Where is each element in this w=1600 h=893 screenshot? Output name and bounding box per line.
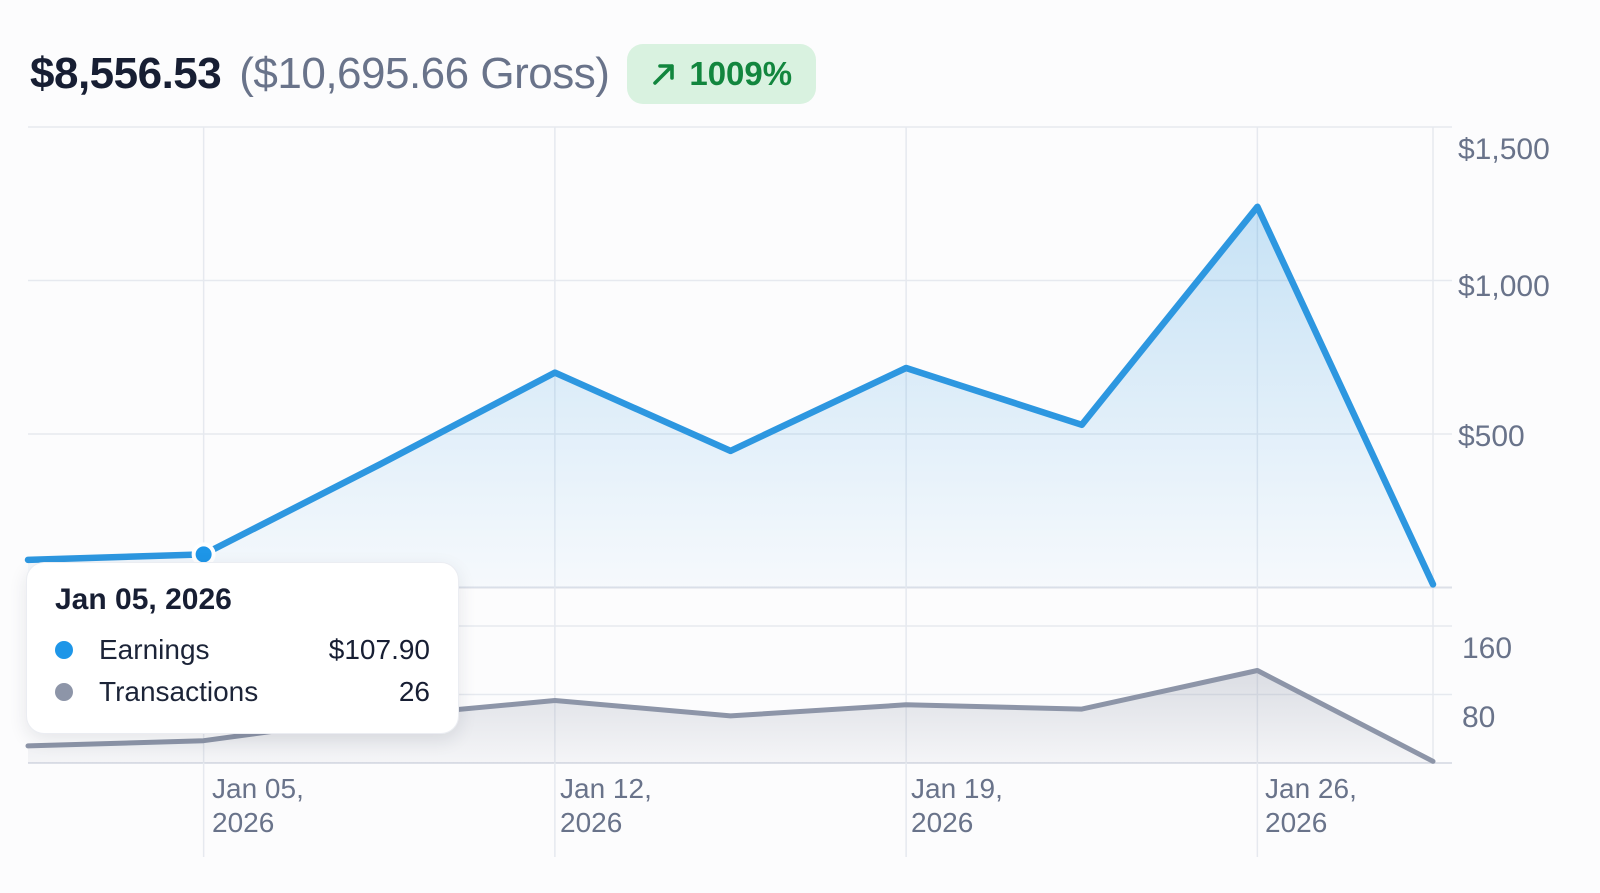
x-axis-label-jan26: Jan 26, 2026	[1265, 772, 1357, 840]
earnings-dot-icon	[55, 641, 73, 659]
arrow-up-right-icon	[653, 64, 675, 85]
y-axis-label-500: $500	[1458, 420, 1525, 453]
x-label-line2: 2026	[212, 807, 275, 838]
x-label-line2: 2026	[911, 807, 974, 838]
tooltip-date: Jan 05, 2026	[55, 583, 232, 616]
tooltip-row-transactions: Transactions 26	[55, 671, 430, 713]
x-axis-label-jan05: Jan 05, 2026	[212, 772, 304, 840]
percent-change-badge: 1009%	[627, 44, 817, 104]
x-axis-label-jan12: Jan 12, 2026	[560, 772, 652, 840]
gross-amount: ($10,695.66 Gross)	[239, 49, 610, 98]
transactions-dot-icon	[55, 683, 73, 701]
y-axis-label-1000: $1,000	[1458, 270, 1550, 303]
chart-tooltip: Jan 05, 2026 Earnings $107.90 Transactio…	[26, 562, 459, 734]
tooltip-row-earnings: Earnings $107.90	[55, 629, 430, 671]
tooltip-transactions-label: Transactions	[99, 676, 259, 707]
x-label-line2: 2026	[560, 807, 623, 838]
x-label-line1: Jan 19,	[911, 773, 1003, 804]
x-label-line1: Jan 12,	[560, 773, 652, 804]
y-axis-label-80: 80	[1462, 701, 1496, 734]
x-label-line1: Jan 26,	[1265, 773, 1357, 804]
y-axis-label-160: 160	[1462, 632, 1513, 665]
x-axis-label-jan19: Jan 19, 2026	[911, 772, 1003, 840]
x-label-line1: Jan 05,	[212, 773, 304, 804]
y-axis-label-1500: $1,500	[1458, 133, 1550, 166]
percent-change-value: 1009%	[689, 55, 793, 92]
tooltip-transactions-value: 26	[398, 676, 430, 707]
earnings-summary-header: $8,556.53 ($10,695.66 Gross) 1009%	[30, 44, 817, 104]
net-amount: $8,556.53	[30, 49, 222, 98]
x-label-line2: 2026	[1265, 807, 1328, 838]
tooltip-earnings-value: $107.90	[328, 634, 430, 665]
tooltip-earnings-label: Earnings	[99, 634, 210, 665]
